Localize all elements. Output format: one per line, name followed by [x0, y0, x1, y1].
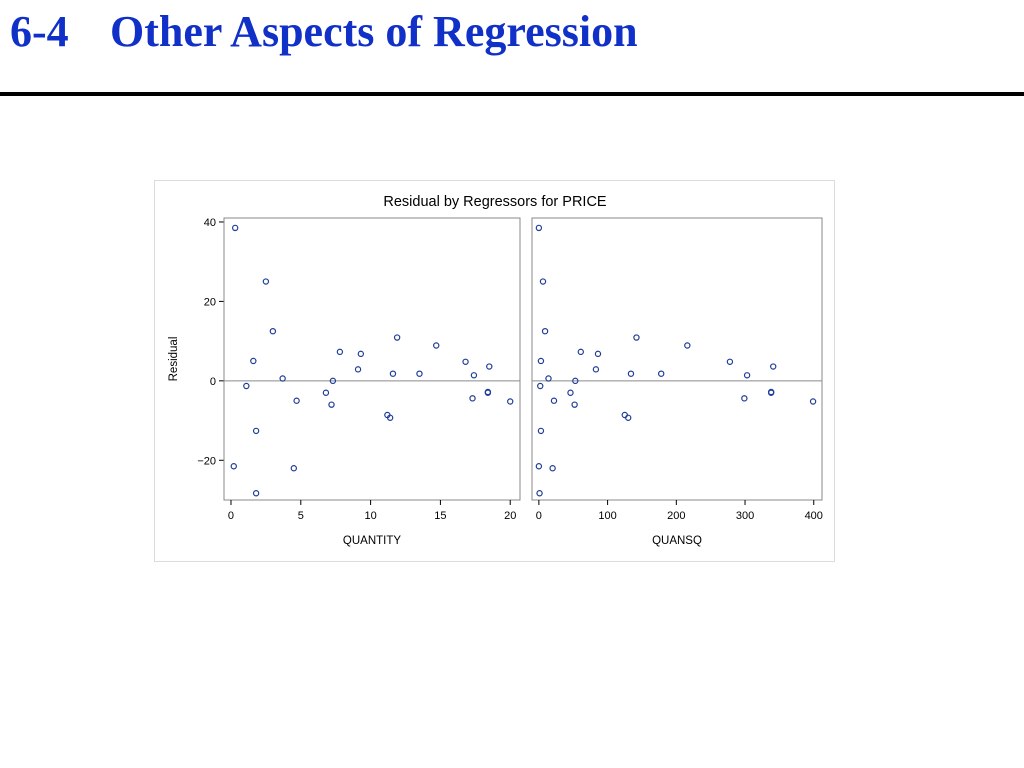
data-point: [767, 389, 775, 396]
data-point: [541, 327, 549, 335]
slide-title: 6-4 Other Aspects of Regression: [10, 7, 638, 56]
data-point: [336, 348, 344, 356]
data-point: [252, 490, 260, 497]
data-point: [230, 463, 237, 470]
y-tick-label: 0: [210, 376, 216, 388]
x-axis-label: QUANTITY: [343, 535, 401, 547]
data-point: [243, 382, 250, 390]
data-point: [433, 342, 440, 349]
data-point: [726, 358, 734, 365]
residual-plot-figure: Residual by Regressors for PRICE Residua…: [154, 180, 835, 562]
data-point: [279, 375, 286, 382]
x-tick-label: 0: [536, 510, 542, 522]
data-point: [389, 370, 397, 377]
data-point: [486, 363, 493, 370]
chart-title: Residual by Regressors for PRICE: [383, 194, 607, 210]
data-point: [537, 427, 545, 435]
y-tick-label: −20: [197, 455, 216, 467]
data-point: [536, 490, 543, 497]
residual-chart: Residual by Regressors for PRICE Residua…: [168, 194, 823, 547]
data-point: [577, 348, 584, 356]
title-divider: [0, 92, 1024, 96]
x-tick-label: 100: [598, 510, 616, 522]
data-point: [470, 372, 478, 379]
x-axis-label: QUANSQ: [652, 535, 702, 547]
data-point: [269, 327, 277, 335]
x-tick-label: 20: [504, 510, 516, 522]
slide-number: 6-4: [10, 7, 69, 56]
data-point: [633, 334, 640, 341]
data-point: [462, 358, 469, 365]
data-point: [571, 401, 578, 408]
data-point: [743, 372, 751, 379]
data-point: [684, 342, 691, 349]
data-point: [507, 398, 514, 405]
panel-frame: [223, 217, 521, 501]
x-tick-label: 15: [434, 510, 446, 522]
data-point: [322, 389, 330, 396]
data-point: [252, 427, 260, 435]
data-point: [293, 397, 300, 404]
panel-quansq: 0 100 200 300 400 QUANSQ: [531, 217, 823, 547]
data-point: [328, 401, 335, 408]
data-point: [537, 357, 545, 365]
x-tick-label: 0: [228, 510, 234, 522]
data-point: [329, 377, 337, 385]
data-point: [572, 377, 579, 385]
data-point: [594, 350, 602, 358]
x-tick-label: 10: [364, 510, 376, 522]
data-point: [621, 411, 628, 419]
y-tick-label: 40: [204, 217, 216, 229]
data-point: [386, 414, 394, 421]
data-point: [657, 370, 665, 377]
x-tick-label: 300: [736, 510, 754, 522]
data-point: [537, 382, 544, 390]
data-point: [550, 397, 558, 404]
data-point: [770, 363, 777, 370]
data-point: [416, 370, 423, 377]
data-point: [484, 389, 492, 396]
panel-frame: [531, 217, 823, 501]
data-point: [535, 463, 543, 470]
data-point: [250, 357, 257, 365]
x-tick-label: 5: [298, 510, 304, 522]
x-tick-label: 400: [805, 510, 823, 522]
data-point: [354, 366, 362, 373]
data-point: [741, 395, 748, 402]
x-tick-label: 200: [667, 510, 685, 522]
panel-quantity: 0 5 10 15 20 QUANTITY: [223, 217, 521, 547]
data-point: [469, 395, 476, 402]
data-point: [809, 398, 817, 405]
slide-title-text: Other Aspects of Regression: [110, 7, 638, 56]
data-point: [393, 334, 401, 341]
data-point: [539, 278, 547, 285]
data-point: [290, 465, 298, 472]
y-axis-label: Residual: [168, 337, 180, 382]
data-point: [545, 375, 552, 382]
data-point: [625, 414, 632, 421]
data-point: [549, 465, 556, 472]
data-point: [357, 350, 365, 358]
data-point: [567, 389, 574, 396]
data-point: [627, 370, 635, 377]
data-point: [592, 366, 600, 373]
y-tick-label: 20: [204, 296, 216, 308]
data-point: [535, 224, 543, 232]
data-point: [231, 224, 239, 232]
data-point: [262, 278, 270, 285]
